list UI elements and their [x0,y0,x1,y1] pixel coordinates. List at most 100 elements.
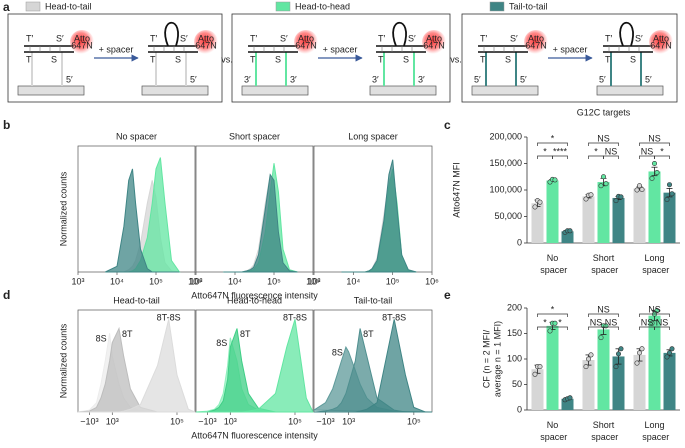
significance-bracket [552,326,568,330]
replicate-dot [618,346,624,352]
significance-bracket [537,142,568,146]
strand-label: T′ [378,33,385,43]
x-tick-label: 10³ [106,416,119,426]
end-label: 5′ [645,74,652,84]
x-tick-label: 10³ [224,416,237,426]
dye-label: Atto [653,33,669,43]
panel-label: d [3,288,10,302]
x-tick-label: −10³ [198,416,216,426]
category-label: Long spacer [640,253,670,275]
strand-label: S′ [180,33,188,43]
strand-label: T [605,54,611,64]
significance-label: NS [597,133,610,143]
legend-swatch [25,1,41,12]
significance-label: NS [605,146,618,156]
significance-label: * [551,304,555,314]
replicate-dot [666,350,672,356]
replicate-dot [547,328,553,334]
replicate-dot [537,364,543,370]
panel-title: Long spacer [348,131,398,141]
curve-label: 8S [96,334,107,344]
x-tick-label: 10⁶ [306,276,320,286]
x-tick-label: 10³ [342,416,355,426]
curve-label: 8T [122,329,133,339]
significance-bracket [639,142,670,146]
significance-label: * [543,146,547,156]
significance-bracket [537,313,568,317]
significance-label: NS [597,304,610,314]
strand-label: S′ [408,33,416,43]
panel-title: Tail-to-tail [354,295,393,305]
significance-bracket [588,142,619,146]
replicate-dot [598,183,604,189]
dye-label: 647N [650,40,672,50]
significance-label: * [594,146,598,156]
y-axis-label: Normalized counts [58,323,68,398]
strand-label: T′ [480,33,487,43]
strand-label: T [378,54,384,64]
step-label: + spacer [99,44,134,54]
end-label: 3′ [244,74,251,84]
bar [648,315,661,410]
end-label: 5′ [599,74,606,84]
replicate-dot [613,364,619,370]
x-tick-label: 10⁵ [267,276,281,286]
replicate-dot [567,395,573,401]
spacer-loop [619,21,634,47]
y-tick-label: 150 [507,328,522,338]
dye [524,30,548,54]
bar [633,188,646,243]
bar [663,192,676,243]
y-tick-label: 200 [507,302,522,312]
y-axis-label: Atto647N MFI [451,162,461,218]
y-tick-label: 100,000 [489,184,522,194]
x-tick-label: 10⁵ [407,416,421,426]
replicate-dot [552,320,558,326]
y-tick-label: 200,000 [489,131,522,141]
dye-label: 647N [525,40,547,50]
replicate-dot [583,364,589,370]
replicate-dot [588,192,594,198]
replicate-dot [636,350,642,356]
bar [546,325,559,410]
x-tick-label: 10⁵ [170,416,184,426]
bar [597,182,610,243]
legend-label: Tail-to-tail [509,1,548,11]
end-label: 3′ [372,74,379,84]
end-label: 5′ [474,74,481,84]
replicate-dot [618,194,624,200]
significance-label: * [660,146,664,156]
bar [546,180,559,243]
end-label: 5′ [66,74,73,84]
density-curve [223,173,298,273]
dye [194,30,218,54]
replicate-dot [634,187,640,193]
density-curve [341,159,417,273]
significance-bracket [588,155,604,159]
bar [663,352,676,410]
replicate-dot [583,196,589,202]
replicate-dot [664,197,670,203]
strand-label: S [403,54,409,64]
x-tick-label: 10³ [71,276,84,286]
spacer-loop [392,21,407,47]
strand-label: S′ [56,33,64,43]
y-tick-label: 50 [512,379,522,389]
y-tick-label: 150,000 [489,158,522,168]
density-curve [314,319,432,413]
density-curve [78,319,196,413]
strand-label: S [51,54,57,64]
replicate-dot [669,191,675,197]
curve-label: 8S [216,338,227,348]
separator: vs. [221,54,233,64]
significance-label: * [558,317,562,327]
significance-label: NS [641,146,654,156]
curve-label: 8T [363,329,374,339]
replicate-dot [598,335,604,341]
dye-label: Atto [74,33,90,43]
replicate-dot [669,346,675,352]
significance-label: NS [648,133,661,143]
significance-label: NS [641,317,654,327]
replicate-dot [615,351,621,357]
significance-label: NS [656,317,669,327]
